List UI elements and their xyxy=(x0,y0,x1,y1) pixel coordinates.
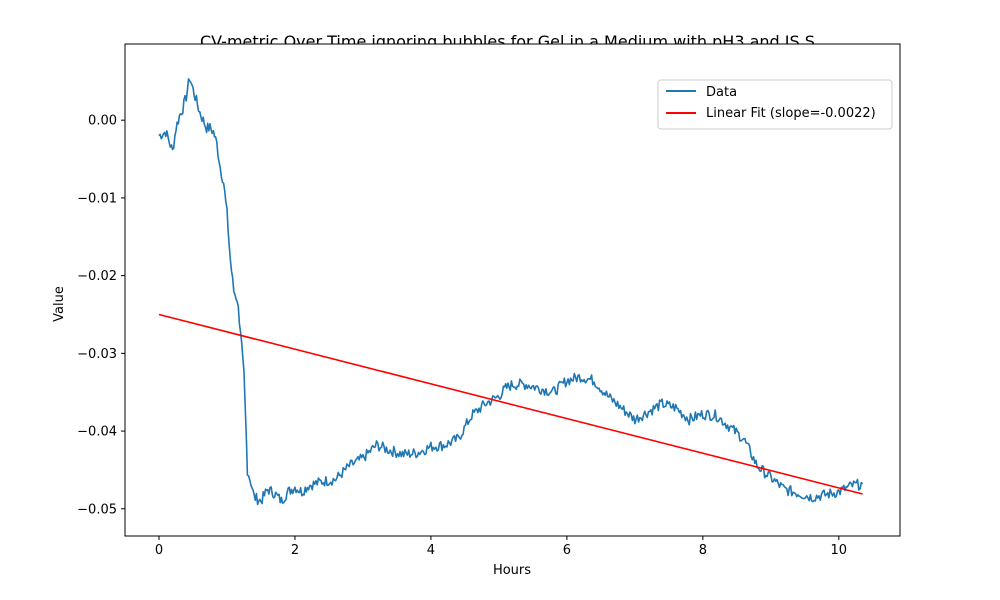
x-tick-label: 0 xyxy=(155,543,163,558)
plot-frame xyxy=(124,43,901,537)
x-tick-label: 8 xyxy=(699,543,707,558)
y-tick-label: −0.02 xyxy=(77,269,117,284)
y-tick-label: −0.04 xyxy=(77,425,117,440)
legend-box xyxy=(657,79,893,130)
x-tick-label: 4 xyxy=(427,543,435,558)
series-layer xyxy=(158,78,864,506)
y-tick-label: −0.01 xyxy=(77,191,117,206)
y-tick-label: 0.00 xyxy=(88,114,117,129)
legend: Data Linear Fit (slope=-0.0022) xyxy=(657,79,893,130)
y-axis-label: Value xyxy=(52,286,67,322)
legend-fit-label: Linear Fit (slope=-0.0022) xyxy=(706,106,876,121)
x-tick-label: 6 xyxy=(563,543,571,558)
x-tick-label: 10 xyxy=(831,543,848,558)
legend-data-label: Data xyxy=(706,85,737,100)
y-tick-label: −0.05 xyxy=(77,502,117,517)
x-axis-ticks: 0 2 4 6 8 10 xyxy=(155,536,847,558)
data-series-line xyxy=(158,78,864,506)
y-tick-label: −0.03 xyxy=(77,347,117,362)
x-tick-label: 2 xyxy=(291,543,299,558)
linear-fit-line xyxy=(158,313,863,495)
y-axis-ticks: 0.00 −0.01 −0.02 −0.03 −0.04 −0.05 xyxy=(77,114,125,517)
x-axis-label: Hours xyxy=(493,563,531,578)
